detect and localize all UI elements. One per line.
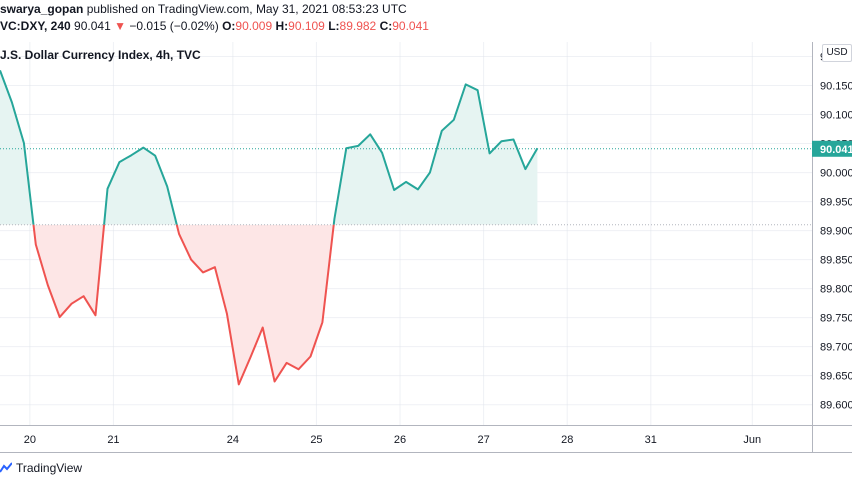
x-tick-label: 21 bbox=[107, 434, 119, 446]
data-point bbox=[321, 321, 324, 324]
high-label: H: bbox=[275, 19, 289, 33]
y-tick-label: 89.750 bbox=[820, 313, 852, 325]
price-tag-box bbox=[812, 140, 852, 157]
data-point bbox=[512, 138, 515, 141]
close-label: C: bbox=[379, 19, 393, 33]
x-tick-label: 28 bbox=[561, 434, 573, 446]
brand-label: TradingView bbox=[16, 461, 83, 475]
x-tick-label: 26 bbox=[394, 434, 406, 446]
data-point bbox=[225, 312, 228, 315]
data-point bbox=[273, 380, 276, 383]
quote-info: VC:DXY, 240 90.041 ▼ −0.015 (−0.02%) O:9… bbox=[0, 19, 429, 35]
data-point bbox=[488, 152, 491, 155]
data-point bbox=[416, 188, 419, 191]
chart-title: J.S. Dollar Currency Index, 4h, TVC bbox=[0, 48, 201, 62]
y-tick-label: 90.150 bbox=[820, 81, 852, 93]
data-point bbox=[345, 147, 348, 150]
data-point bbox=[118, 161, 121, 164]
data-point bbox=[452, 118, 455, 121]
series-line-below bbox=[32, 224, 335, 386]
high-value: 90.109 bbox=[288, 19, 325, 33]
data-point bbox=[166, 185, 169, 188]
x-tick-label: 31 bbox=[645, 434, 657, 446]
area-fill-below bbox=[0, 224, 538, 385]
open-label: O: bbox=[222, 19, 236, 33]
data-point bbox=[130, 154, 133, 157]
data-point bbox=[500, 140, 503, 143]
y-tick-label: 89.650 bbox=[820, 371, 852, 383]
data-point bbox=[106, 187, 109, 190]
data-point bbox=[333, 217, 336, 220]
currency-button[interactable]: USD bbox=[822, 44, 852, 62]
y-tick-label: 89.950 bbox=[820, 197, 852, 209]
x-tick-label: Jun bbox=[743, 434, 761, 446]
data-point bbox=[46, 284, 49, 287]
data-point bbox=[237, 383, 240, 386]
y-tick-label: 89.900 bbox=[820, 226, 852, 238]
area-fill-above bbox=[0, 70, 538, 225]
series-line-above bbox=[0, 70, 539, 225]
y-tick-label: 89.700 bbox=[820, 342, 852, 354]
data-point bbox=[10, 101, 13, 104]
data-point bbox=[213, 266, 216, 269]
data-point bbox=[82, 295, 85, 298]
data-point bbox=[440, 129, 443, 132]
y-tick-label: 90.000 bbox=[820, 168, 852, 180]
x-tick-label: 25 bbox=[310, 434, 322, 446]
data-point bbox=[94, 314, 97, 317]
x-tick-label: 24 bbox=[227, 434, 239, 446]
data-point bbox=[524, 168, 527, 171]
tradingview-logo-icon bbox=[0, 462, 12, 473]
low-value: 89.982 bbox=[339, 19, 377, 33]
author-name[interactable]: swarya_gopan bbox=[0, 2, 84, 16]
data-point bbox=[202, 271, 205, 274]
data-point bbox=[142, 146, 145, 149]
low-label: L: bbox=[328, 19, 340, 33]
data-point bbox=[70, 302, 73, 305]
close-value: 90.041 bbox=[392, 19, 429, 33]
data-point bbox=[536, 147, 539, 150]
x-tick-label: 20 bbox=[24, 434, 36, 446]
data-point bbox=[285, 361, 288, 364]
data-point bbox=[357, 144, 360, 147]
x-tick-label: 27 bbox=[477, 434, 489, 446]
data-point bbox=[369, 133, 372, 136]
down-arrow-icon: ▼ bbox=[114, 19, 126, 33]
data-point bbox=[297, 368, 300, 371]
tradingview-brand[interactable]: TradingView bbox=[0, 460, 82, 476]
data-point bbox=[22, 141, 25, 144]
data-point bbox=[405, 180, 408, 183]
data-point bbox=[154, 154, 157, 157]
data-point bbox=[476, 89, 479, 92]
price-tag-label: 90.041 bbox=[820, 144, 852, 156]
data-point bbox=[58, 316, 61, 319]
y-tick-label: 89.600 bbox=[820, 400, 852, 412]
publish-info: swarya_gopan published on TradingView.co… bbox=[0, 2, 407, 18]
last-price: 90.041 bbox=[74, 19, 111, 33]
y-tick-label: 89.850 bbox=[820, 255, 852, 267]
data-point bbox=[393, 188, 396, 191]
y-tick-label: 89.800 bbox=[820, 284, 852, 296]
data-point bbox=[381, 151, 384, 154]
data-point bbox=[178, 233, 181, 236]
y-tick-label: 90.100 bbox=[820, 110, 852, 122]
data-point bbox=[428, 171, 431, 174]
published-text: published on TradingView.com, May 31, 20… bbox=[86, 2, 407, 16]
symbol-label[interactable]: VC:DXY, 240 bbox=[0, 19, 71, 33]
data-point bbox=[464, 83, 467, 86]
open-value: 90.009 bbox=[235, 19, 273, 33]
data-point bbox=[261, 326, 264, 329]
data-point bbox=[309, 355, 312, 358]
data-point bbox=[249, 355, 252, 358]
data-point bbox=[34, 243, 37, 246]
data-point bbox=[190, 258, 193, 261]
price-change: −0.015 (−0.02%) bbox=[129, 19, 219, 33]
